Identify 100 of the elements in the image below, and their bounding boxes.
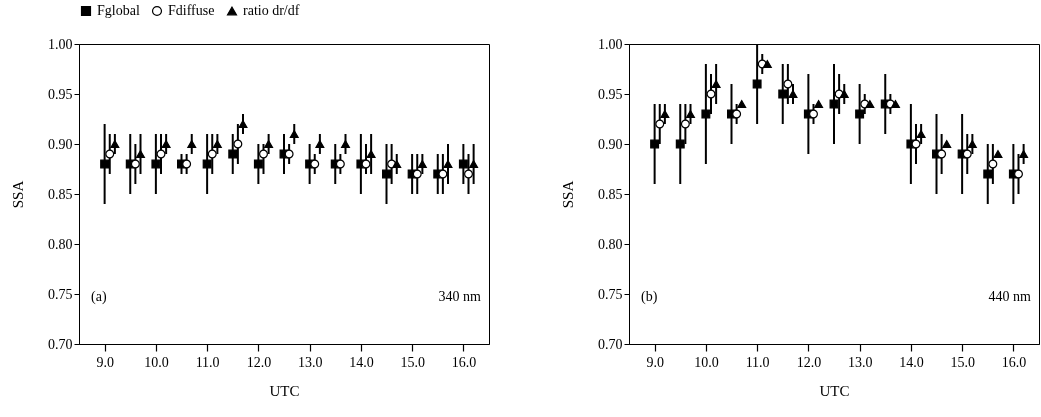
point [469,160,479,168]
point [161,140,171,148]
point [962,149,972,159]
point [660,110,670,118]
point [310,159,320,169]
point [151,159,161,169]
legend-label: Fglobal [97,3,140,18]
x-tick-label: 11.0 [745,354,770,370]
x-tick-label: 15.0 [400,354,425,370]
x-tick-label: 10.0 [144,354,169,370]
y-tick-label: 0.70 [598,336,623,352]
x-tick-label: 11.0 [195,354,220,370]
x-tick-label: 13.0 [847,354,873,370]
point [675,139,685,149]
x-tick-label: 15.0 [950,354,975,370]
point [983,169,993,179]
point [443,160,453,168]
point [911,139,921,149]
y-tick-label: 1.00 [48,36,73,52]
point [711,80,721,88]
y-tick-label: 0.75 [598,286,623,302]
x-axis-title: UTC [269,382,300,399]
y-tick-label: 0.80 [48,236,73,252]
y-axis-title: SSA [10,180,26,209]
point [655,119,665,129]
annotation: 340 nm [438,289,482,304]
point [937,149,947,159]
point [701,109,711,119]
point [650,139,660,149]
point [891,100,900,108]
point [136,150,145,158]
point [783,79,793,89]
point [1014,169,1023,179]
point [382,169,391,179]
y-tick-label: 0.85 [598,186,623,202]
y-tick-label: 0.75 [48,286,73,302]
point [829,99,839,109]
legend-label: Fdiffuse [168,3,215,18]
x-tick-label: 16.0 [1001,354,1027,370]
point [207,149,217,159]
point [110,140,120,148]
point [105,149,115,159]
x-axis-title: UTC [819,382,850,399]
point [680,119,690,129]
point [752,79,762,89]
point [865,100,875,108]
annotation: (a) [91,289,107,305]
point [212,140,222,148]
point [366,150,376,158]
x-tick-label: 10.0 [694,354,719,370]
y-tick-label: 0.80 [598,236,623,252]
point [438,169,448,179]
point [335,159,345,169]
point [839,90,849,98]
y-tick-label: 0.70 [48,336,73,352]
point [855,109,865,119]
point [988,159,998,169]
annotation: (b) [641,289,658,305]
point [993,150,1003,158]
point [156,149,166,159]
x-tick-label: 9.0 [646,354,664,370]
y-tick-label: 0.90 [48,136,73,152]
point [182,159,192,169]
point [814,100,824,108]
legend-label: ratio dr/df [243,3,300,18]
point [686,110,695,118]
point [762,60,772,68]
y-tick-label: 0.95 [598,86,623,102]
point [916,130,926,138]
point [778,89,788,99]
x-tick-label: 16.0 [451,354,477,370]
point [228,149,238,159]
y-axis-title: SSA [560,180,576,209]
point [341,140,350,148]
point [464,169,473,179]
point [130,159,140,169]
point [233,139,243,149]
y-tick-label: 0.95 [48,86,73,102]
x-tick-label: 12.0 [796,354,822,370]
point [259,149,268,159]
point [458,159,468,169]
point [202,159,212,169]
point [967,140,977,148]
x-tick-label: 14.0 [899,354,924,370]
point [788,90,798,98]
point [392,160,402,168]
annotation: 440 nm [988,289,1032,304]
point [417,160,427,168]
point [284,149,294,159]
x-tick-label: 12.0 [246,354,272,370]
point [706,89,716,99]
point [253,159,263,169]
point [412,169,422,179]
point [1019,150,1029,158]
x-tick-label: 9.0 [96,354,114,370]
point [942,140,952,148]
x-tick-label: 14.0 [349,354,374,370]
point [737,100,747,108]
point [315,140,325,148]
y-tick-label: 1.00 [598,36,623,52]
